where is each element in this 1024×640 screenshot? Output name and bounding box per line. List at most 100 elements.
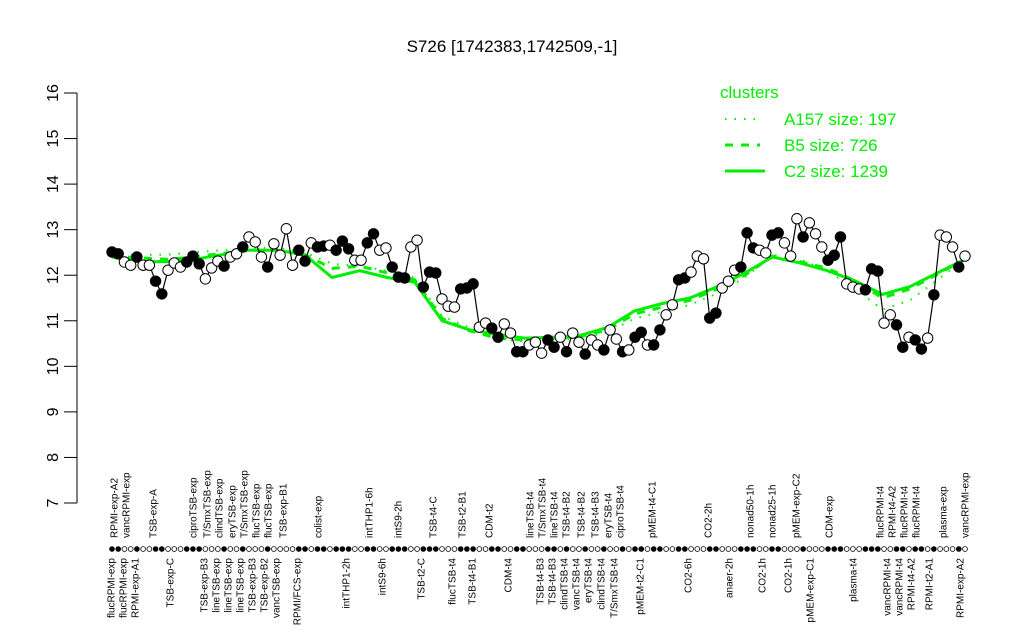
x-tick-label: T/SmxTSB-exp	[240, 470, 251, 538]
sample-dot	[432, 546, 439, 552]
sample-dot	[912, 546, 918, 552]
sample-dot	[395, 546, 402, 552]
sample-dot	[196, 546, 202, 552]
cluster-line-dotted	[112, 246, 966, 343]
x-tick-label: flucTSB-exp	[264, 483, 275, 538]
x-tick-label: RPMI-exp-A1	[131, 558, 142, 618]
x-tick-label: clindTSB-t4	[560, 558, 571, 610]
sample-dot	[364, 546, 371, 552]
open-data-point	[286, 259, 299, 271]
open-data-point	[411, 234, 423, 246]
x-tick-label: eryTSB-t4	[604, 493, 615, 538]
sample-dot	[557, 546, 564, 552]
open-data-point	[255, 251, 268, 263]
x-tick-label: vancRPMI-exp	[961, 472, 972, 538]
filled-data-point	[193, 258, 205, 270]
sample-dot	[482, 546, 489, 552]
sample-dot	[700, 546, 707, 552]
y-tick-label: 13	[45, 221, 62, 239]
filled-data-point	[156, 288, 168, 300]
sample-dot	[140, 546, 146, 552]
sample-dot	[457, 546, 464, 552]
sample-dot	[850, 546, 856, 552]
open-data-point	[448, 301, 461, 313]
sample-dot-row	[109, 546, 968, 552]
filled-data-point	[361, 237, 373, 249]
sample-dot	[569, 546, 576, 552]
x-tick-label: plasma-exp	[939, 486, 950, 538]
sample-dot	[843, 546, 850, 552]
filled-data-point	[872, 265, 884, 277]
sample-dot	[520, 546, 526, 552]
sample-dot	[507, 546, 514, 552]
legend-entry-a157: A157 size: 197	[784, 110, 896, 129]
x-tick-label: T/SmxTSB-t4	[538, 478, 549, 538]
x-tick-label: pMEM-t4-C1	[648, 481, 659, 538]
sample-dot	[159, 546, 165, 552]
x-tick-label: CDM-exp	[825, 495, 836, 538]
sample-dot	[787, 546, 794, 552]
sample-dot	[115, 546, 122, 552]
x-tick-label: CO2-1h	[784, 558, 795, 593]
x-labels: flucRPMI-exp RPMI-exp-A2 flucRPMI-exp vancR…	[107, 470, 972, 625]
sample-dot	[893, 546, 900, 552]
x-tick-label: lineTSB-exp	[224, 558, 235, 613]
filled-data-point	[342, 243, 355, 255]
open-data-point	[921, 332, 934, 344]
filled-data-point	[654, 324, 666, 336]
sample-dot	[731, 546, 738, 552]
sample-dot	[352, 546, 358, 552]
sample-dot	[806, 546, 813, 552]
open-data-point	[940, 231, 953, 243]
sample-dot	[800, 546, 806, 552]
sample-dot	[295, 546, 302, 552]
sample-dot	[906, 546, 912, 552]
sample-dot	[594, 546, 601, 552]
x-tick-label: ciproTSB-exp	[189, 477, 200, 538]
x-tick-label: flucRPMI-exp	[107, 558, 118, 618]
x-tick-label: RPMI/FCS-exp	[293, 558, 304, 626]
sample-dot	[358, 546, 364, 552]
open-data-point	[697, 253, 710, 265]
sample-dot	[470, 546, 476, 552]
x-tick-label: TSB-t4-B2	[562, 491, 573, 538]
sample-dot	[190, 546, 196, 552]
filled-data-point	[828, 249, 840, 261]
sample-dot	[383, 546, 389, 552]
x-tick-label: TSB-t4-B2	[577, 491, 588, 538]
filled-data-point	[647, 339, 660, 351]
x-tick-label: CO2-6h	[684, 558, 695, 593]
filled-data-point	[112, 248, 124, 260]
x-tick-label: lineTSB-exp	[236, 558, 247, 613]
sample-dot	[327, 546, 333, 552]
cluster-lines	[111, 246, 966, 343]
open-data-point	[249, 236, 261, 248]
sample-dot	[887, 546, 894, 552]
filled-data-point	[635, 326, 647, 338]
x-tick-label: ciproTSB-t4	[616, 485, 627, 538]
sample-dot	[495, 546, 501, 552]
sample-dot	[370, 546, 377, 552]
y-ticks: 7 8 9 10 11 12 13 14 15 16	[45, 84, 77, 507]
sample-dot	[781, 546, 788, 552]
open-data-point	[946, 241, 959, 253]
sample-dot	[694, 546, 701, 552]
x-tick-label: TSB-t4-B3	[591, 491, 602, 538]
sample-dot	[856, 546, 862, 552]
sample-dot	[868, 546, 875, 552]
y-tick-label: 9	[45, 407, 62, 416]
sample-dot	[414, 546, 420, 552]
open-data-point	[722, 275, 735, 287]
filled-data-point	[187, 250, 199, 262]
filled-data-point	[293, 244, 305, 256]
sample-dot	[943, 546, 950, 552]
filled-data-point	[149, 275, 162, 287]
sample-dot	[682, 546, 688, 552]
y-tick-label: 12	[45, 266, 62, 284]
y-tick-label: 16	[45, 84, 62, 102]
sample-dot	[875, 546, 881, 552]
sample-dot	[644, 546, 651, 552]
sample-dot	[601, 546, 607, 552]
x-tick-label: anaer-2h	[725, 558, 736, 598]
filled-data-point	[915, 343, 928, 355]
